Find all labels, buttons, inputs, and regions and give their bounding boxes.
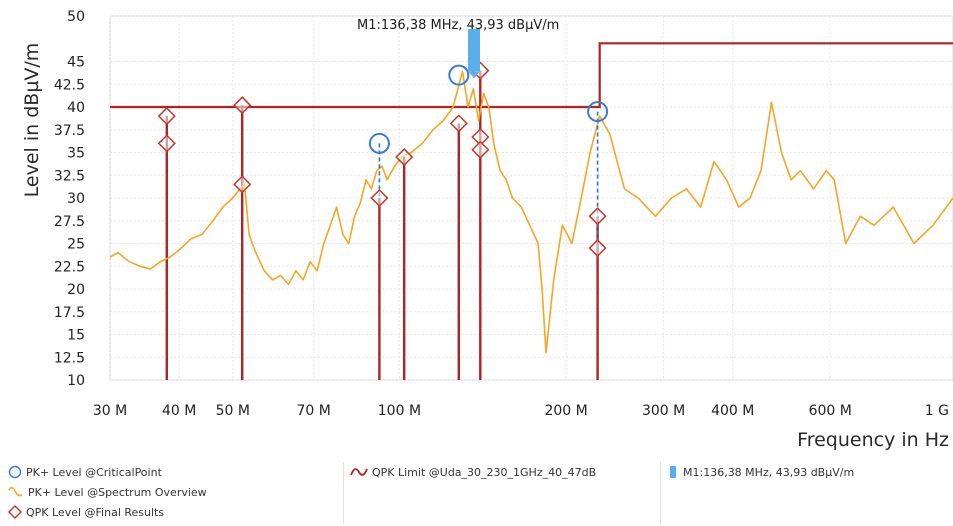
final-result-diamond — [449, 114, 468, 133]
x-axis-ticks: 30 M 40 M 50 M 70 M 100 M 200 M 300 M 400 M 600 … — [93, 403, 949, 419]
y-tick-label: 22.5 — [54, 259, 85, 275]
limit-line — [110, 42, 953, 109]
x-tick-label: 200 M — [544, 403, 587, 419]
final-result-diamond — [233, 96, 252, 115]
marker-flag-tip — [468, 71, 481, 79]
final-result-diamond — [395, 147, 414, 167]
legend-critical-label: PK+ Level @CriticalPoint — [26, 465, 162, 479]
final-result-diamond — [233, 175, 252, 194]
y-tick-label: 12.5 — [54, 350, 85, 366]
marker-label: M1:136,38 MHz, 43,93 dBµV/m — [357, 18, 559, 33]
x-tick-label: 50 M — [216, 403, 250, 419]
critical-points-layer — [368, 64, 609, 154]
legend-final-results: QPK Level @Final Results — [8, 505, 164, 519]
legend-marker-label: M1:136,38 MHz, 43,93 dBµV/m — [683, 465, 855, 479]
legend-spectrum: PK+ Level @Spectrum Overview — [8, 485, 207, 499]
marker-layer: M1:136,38 MHz, 43,93 dBµV/m — [357, 18, 559, 79]
critical-point-circle — [368, 132, 390, 154]
x-tick-label: 600 M — [809, 403, 852, 419]
plot-content — [110, 42, 953, 380]
y-tick-label: 42.5 — [54, 77, 85, 93]
final-result-diamond — [157, 134, 176, 153]
wave-icon — [8, 486, 23, 497]
marker-flag-icon — [670, 466, 676, 478]
final-result-diamond — [471, 140, 490, 159]
legend-final-label: QPK Level @Final Results — [26, 505, 165, 519]
legend-limit: QPK Limit @Uda_30_230_1GHz_40_47dB — [350, 465, 596, 479]
stem-layer — [165, 70, 599, 380]
y-tick-label: 17.5 — [54, 305, 85, 321]
y-tick-label: 32.5 — [54, 168, 85, 184]
x-tick-label: 300 M — [642, 403, 685, 419]
y-tick-label: 10 — [67, 373, 85, 389]
y-tick-label: 40 — [67, 100, 85, 116]
final-result-diamond — [370, 188, 389, 208]
legend-separator — [660, 462, 661, 524]
y-tick-label: 20 — [67, 282, 85, 298]
spectrum-line — [110, 70, 953, 354]
x-tick-label: 70 M — [297, 403, 331, 419]
x-axis-title: Frequency in Hz — [797, 429, 949, 451]
y-axis-title: Level in dBµV/m — [21, 43, 43, 198]
limit-wave-icon — [350, 468, 368, 476]
y-axis-ticks: 10 12.5 15 17.5 20 22.5 25 27.5 30 32.5 35 37.5 40 42… — [54, 9, 85, 389]
x-tick-label: 40 M — [162, 403, 196, 419]
circle-icon — [8, 465, 22, 479]
x-tick-label: 1 G — [925, 403, 949, 419]
y-tick-label: 37.5 — [54, 123, 85, 139]
critical-point-circle — [587, 101, 609, 123]
spectrum-layer — [110, 70, 953, 354]
y-tick-label: 30 — [67, 191, 85, 207]
y-tick-label: 45 — [67, 55, 85, 71]
y-tick-label: 15 — [67, 328, 85, 344]
y-tick-label: 25 — [67, 237, 85, 253]
legend-marker: M1:136,38 MHz, 43,93 dBµV/m — [667, 465, 854, 479]
final-result-diamond — [157, 107, 176, 126]
legend-critical-point: PK+ Level @CriticalPoint — [8, 465, 162, 479]
x-tick-label: 400 M — [711, 403, 754, 419]
critical-point-circle — [448, 64, 470, 86]
final-result-diamond — [588, 207, 607, 226]
y-tick-label: 50 — [67, 9, 85, 25]
x-tick-label: 100 M — [378, 403, 421, 419]
legend-spectrum-label: PK+ Level @Spectrum Overview — [28, 485, 207, 499]
limit-layer — [110, 42, 953, 109]
x-tick-label: 30 M — [93, 403, 127, 419]
diamond-icon — [8, 505, 22, 519]
legend-limit-label: QPK Limit @Uda_30_230_1GHz_40_47dB — [372, 465, 597, 479]
final-result-diamond — [588, 238, 607, 258]
marker-flag — [468, 29, 480, 72]
y-tick-label: 27.5 — [54, 214, 85, 230]
legend-separator — [343, 462, 344, 524]
y-tick-label: 35 — [67, 146, 85, 162]
